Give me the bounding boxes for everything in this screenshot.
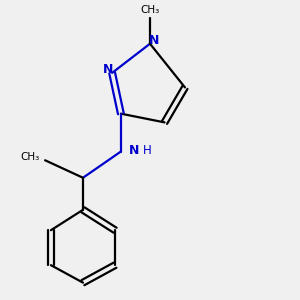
Text: H: H bbox=[143, 144, 152, 157]
Text: CH₃: CH₃ bbox=[140, 4, 160, 15]
Text: CH₃: CH₃ bbox=[20, 152, 39, 162]
Text: N: N bbox=[149, 34, 160, 47]
Text: N: N bbox=[103, 64, 113, 76]
Text: N: N bbox=[129, 144, 139, 157]
